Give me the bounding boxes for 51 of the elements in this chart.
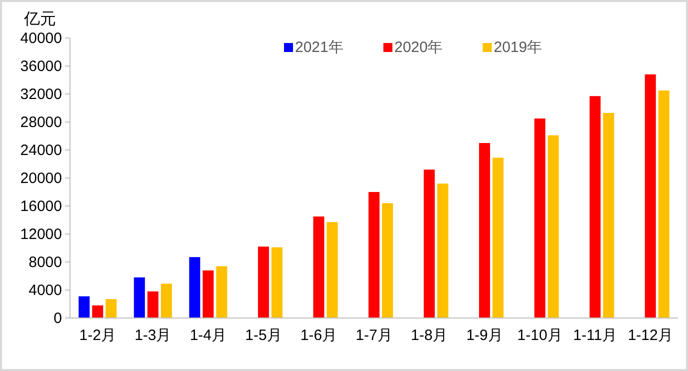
y-tick-label: 16000 [20,198,62,215]
bar [78,296,90,318]
bar [106,299,117,318]
x-tick-label: 1-8月 [410,327,448,344]
bar [147,291,158,318]
x-tick-label: 1-12月 [628,327,673,344]
bar [189,257,200,318]
y-tick-label: 20000 [20,170,62,187]
y-tick-label: 32000 [20,86,62,103]
bar [313,216,324,318]
bar [271,247,282,318]
bar [534,118,546,318]
legend-label: 2019年 [494,39,542,56]
x-tick-label: 1-10月 [517,327,562,344]
x-tick-label: 1-6月 [300,327,338,344]
y-tick-label: 12000 [20,226,62,243]
bar [644,74,656,318]
x-tick-label: 1-3月 [134,327,172,344]
y-tick-label: 28000 [20,114,62,131]
y-tick-label: 24000 [20,142,62,159]
legend-label: 2020年 [394,39,443,56]
bar [437,184,448,318]
y-tick-label: 40000 [20,30,62,47]
bar [603,112,614,318]
x-tick-label: 1-9月 [466,327,503,344]
bar [134,277,145,318]
y-tick-label: 8000 [28,254,62,271]
bar [382,203,393,318]
bar [92,305,104,318]
bar [548,135,559,318]
bar [160,284,172,318]
x-tick-label: 1-2月 [79,327,116,344]
y-tick-label: 36000 [20,58,62,75]
bar [658,90,670,318]
bar [258,246,269,318]
bar [368,192,380,318]
bar [590,96,601,318]
y-tick-label: 0 [54,310,62,327]
bar [424,170,435,318]
y-tick-label: 4000 [28,282,62,299]
legend-label: 2021年 [295,39,344,56]
bar [479,143,490,318]
bar [202,270,214,318]
y-axis-title: 亿元 [23,11,56,28]
x-tick-label: 1-11月 [573,327,618,344]
x-tick-label: 1-4月 [190,327,227,344]
bar [326,222,338,318]
bar [216,266,228,318]
x-tick-label: 1-7月 [356,327,392,344]
x-tick-label: 1-5月 [245,327,282,344]
bar [492,158,504,318]
